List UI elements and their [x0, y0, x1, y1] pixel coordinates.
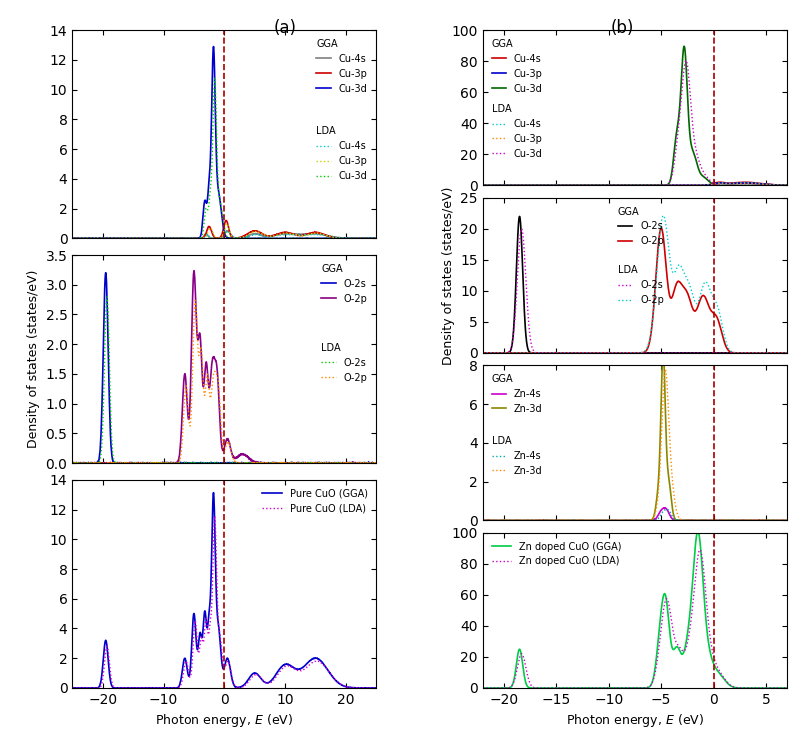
Y-axis label: Density of states (states/eV): Density of states (states/eV): [441, 186, 454, 364]
Text: (b): (b): [610, 19, 634, 37]
Legend: Pure CuO (GGA), Pure CuO (LDA): Pure CuO (GGA), Pure CuO (LDA): [258, 485, 371, 517]
Legend: O-2s, O-2p: O-2s, O-2p: [614, 262, 667, 309]
Legend: Cu-4s, Cu-3p, Cu-3d: Cu-4s, Cu-3p, Cu-3d: [487, 101, 546, 163]
Legend: O-2s, O-2p: O-2s, O-2p: [317, 339, 371, 386]
Legend: Cu-4s, Cu-3p, Cu-3d: Cu-4s, Cu-3p, Cu-3d: [312, 122, 371, 185]
X-axis label: Photon energy, $E$ (eV): Photon energy, $E$ (eV): [155, 712, 293, 730]
Y-axis label: Density of states (states/eV): Density of states (states/eV): [26, 270, 40, 448]
X-axis label: Photon energy, $E$ (eV): Photon energy, $E$ (eV): [565, 712, 703, 730]
Text: (a): (a): [273, 19, 296, 37]
Legend: Zn-4s, Zn-3d: Zn-4s, Zn-3d: [487, 432, 546, 480]
Legend: Zn doped CuO (GGA), Zn doped CuO (LDA): Zn doped CuO (GGA), Zn doped CuO (LDA): [487, 538, 625, 570]
